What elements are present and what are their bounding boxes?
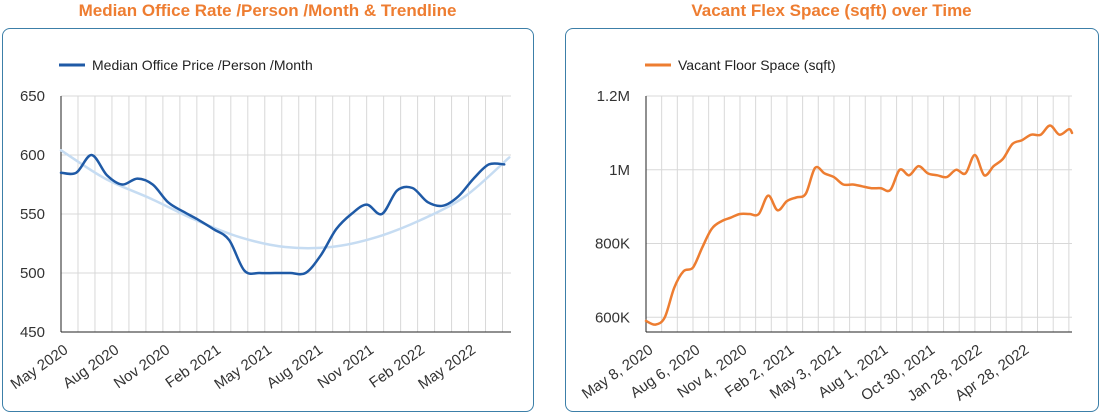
y-tick-label: 450 (20, 324, 45, 341)
legend-label: Median Office Price /Person /Month (92, 57, 313, 73)
x-tick-label: Nov 2020 (111, 341, 173, 392)
chart-panel-vacant-flex-space: 1.2M 1M 800K 600K May 8, 2020 Aug 6, 2020 Nov … (565, 28, 1099, 412)
series-line (59, 153, 506, 276)
x-tick-label: May 2022 (415, 341, 479, 393)
y-tick-label: 800K (595, 236, 630, 253)
y-tick-label: 600 (20, 147, 45, 164)
chart-title-left: Median Office Rate /Person /Month & Tren… (78, 1, 457, 20)
chart-title-right: Vacant Flex Space (sqft) over Time (691, 1, 972, 20)
x-tick-label: Aug 2021 (264, 341, 326, 392)
y-tick-label: 650 (20, 88, 45, 105)
y-tick-label: 500 (20, 265, 45, 282)
x-tick-label: May 2020 (8, 341, 72, 393)
y-tick-label: 550 (20, 206, 45, 223)
x-tick-label: May 2021 (211, 341, 275, 393)
legend-label: Vacant Floor Space (sqft) (678, 57, 836, 73)
chart-panel-median-office-rate: 650 600 550 500 450 May 2020 Aug 2020 Nov 2020 F… (2, 28, 534, 412)
y-tick-label: 1.2M (597, 88, 630, 105)
y-tick-label: 1M (609, 162, 630, 179)
x-tick-label: Aug 2020 (60, 341, 122, 392)
series-line (644, 124, 1074, 326)
x-tick-label: Nov 2021 (315, 341, 377, 392)
trendline (59, 149, 511, 250)
y-tick-label: 600K (595, 309, 630, 326)
